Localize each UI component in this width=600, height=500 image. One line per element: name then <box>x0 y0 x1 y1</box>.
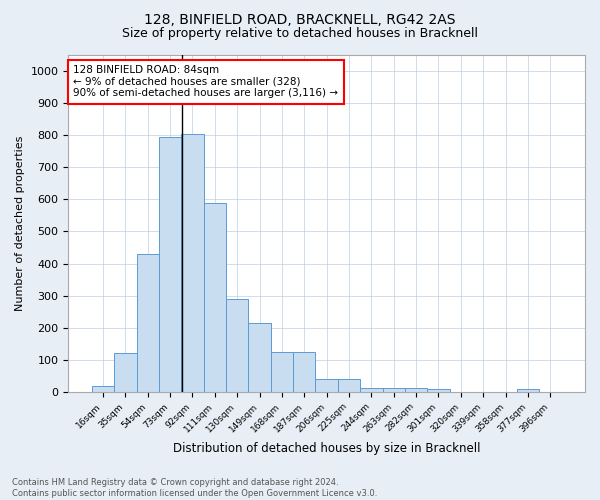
Bar <box>338 379 360 392</box>
Bar <box>159 137 181 392</box>
X-axis label: Distribution of detached houses by size in Bracknell: Distribution of detached houses by size … <box>173 442 481 455</box>
Text: Contains HM Land Registry data © Crown copyright and database right 2024.
Contai: Contains HM Land Registry data © Crown c… <box>12 478 377 498</box>
Text: Size of property relative to detached houses in Bracknell: Size of property relative to detached ho… <box>122 28 478 40</box>
Bar <box>316 379 338 392</box>
Bar <box>203 202 226 392</box>
Bar <box>137 254 159 392</box>
Bar <box>92 386 114 392</box>
Bar <box>427 388 449 392</box>
Bar <box>181 134 203 392</box>
Bar <box>405 388 427 392</box>
Y-axis label: Number of detached properties: Number of detached properties <box>15 136 25 311</box>
Text: 128, BINFIELD ROAD, BRACKNELL, RG42 2AS: 128, BINFIELD ROAD, BRACKNELL, RG42 2AS <box>144 12 456 26</box>
Bar <box>360 388 383 392</box>
Bar <box>383 388 405 392</box>
Bar <box>293 352 316 392</box>
Bar <box>226 299 248 392</box>
Bar <box>517 388 539 392</box>
Bar <box>248 323 271 392</box>
Bar <box>114 354 137 392</box>
Text: 128 BINFIELD ROAD: 84sqm
← 9% of detached houses are smaller (328)
90% of semi-d: 128 BINFIELD ROAD: 84sqm ← 9% of detache… <box>73 65 338 98</box>
Bar <box>271 352 293 392</box>
